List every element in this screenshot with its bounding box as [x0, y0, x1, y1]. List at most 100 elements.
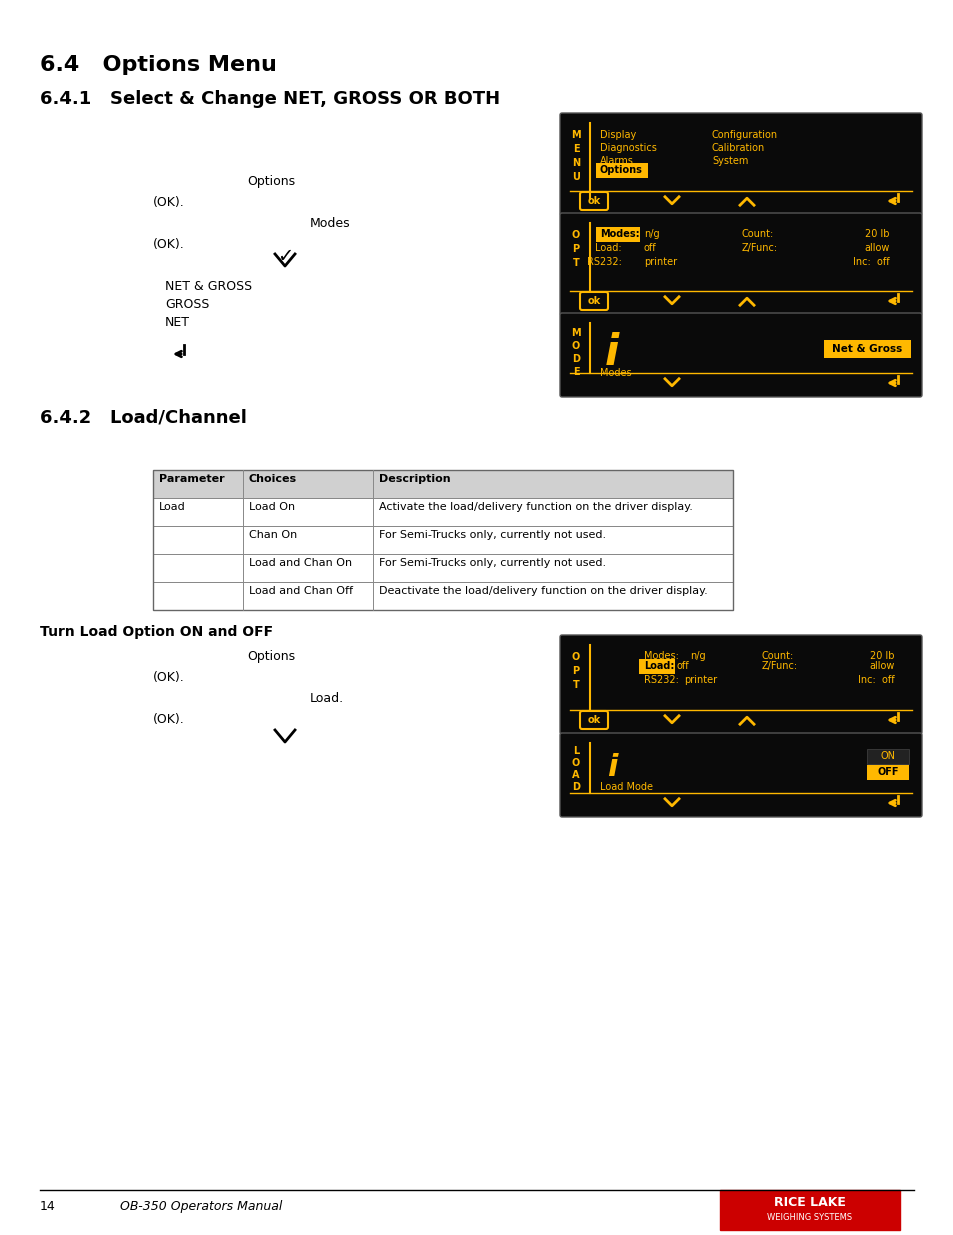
- Text: D: D: [572, 782, 579, 792]
- Text: Load.: Load.: [310, 692, 344, 705]
- Text: Modes: Modes: [310, 217, 351, 230]
- Text: O: O: [571, 758, 579, 768]
- Text: N: N: [572, 158, 579, 168]
- Text: Modes: Modes: [599, 368, 631, 378]
- Text: Modes:: Modes:: [643, 651, 679, 661]
- Text: L: L: [572, 746, 578, 756]
- Text: ok: ok: [587, 715, 600, 725]
- Text: Load On: Load On: [249, 501, 294, 513]
- Text: n/g: n/g: [643, 228, 659, 240]
- Text: NET & GROSS: NET & GROSS: [165, 280, 252, 293]
- Text: 6.4   Options Menu: 6.4 Options Menu: [40, 56, 276, 75]
- FancyBboxPatch shape: [866, 764, 908, 781]
- Text: P: P: [572, 245, 579, 254]
- Text: n/g: n/g: [689, 651, 705, 661]
- Text: Count:: Count:: [741, 228, 774, 240]
- Text: T: T: [572, 258, 578, 268]
- Text: Alarms: Alarms: [599, 156, 633, 165]
- Text: off: off: [643, 243, 656, 253]
- Text: 6.4.2   Load/Channel: 6.4.2 Load/Channel: [40, 408, 247, 426]
- Text: Inc:  off: Inc: off: [858, 676, 894, 685]
- Text: i: i: [604, 332, 618, 374]
- Text: O: O: [571, 652, 579, 662]
- Text: Choices: Choices: [249, 474, 296, 484]
- Text: Activate the load/delivery function on the driver display.: Activate the load/delivery function on t…: [378, 501, 692, 513]
- Text: Inc:  off: Inc: off: [853, 257, 889, 267]
- Bar: [152, 471, 732, 610]
- Text: Load Mode: Load Mode: [599, 782, 652, 792]
- Text: Load: Load: [159, 501, 186, 513]
- Text: Deactivate the load/delivery function on the driver display.: Deactivate the load/delivery function on…: [378, 585, 707, 597]
- Text: M: M: [571, 329, 580, 338]
- Text: O: O: [571, 230, 579, 240]
- Text: Z/Func:: Z/Func:: [741, 243, 778, 253]
- Text: printer: printer: [643, 257, 677, 267]
- Text: Description: Description: [378, 474, 450, 484]
- Text: Count:: Count:: [761, 651, 794, 661]
- FancyBboxPatch shape: [559, 112, 921, 215]
- Text: Load:: Load:: [595, 243, 621, 253]
- FancyBboxPatch shape: [823, 340, 910, 358]
- Text: Chan On: Chan On: [249, 530, 297, 540]
- Text: GROSS: GROSS: [165, 298, 209, 311]
- FancyBboxPatch shape: [559, 212, 921, 315]
- Text: 20 lb: 20 lb: [864, 228, 889, 240]
- Text: U: U: [572, 172, 579, 182]
- Text: Options: Options: [247, 650, 294, 663]
- Text: Load:: Load:: [643, 661, 674, 671]
- Text: 20 lb: 20 lb: [869, 651, 894, 661]
- FancyBboxPatch shape: [866, 748, 908, 764]
- Text: (OK).: (OK).: [152, 671, 185, 684]
- Text: 14: 14: [40, 1200, 55, 1213]
- Text: P: P: [572, 666, 579, 676]
- Text: RICE LAKE: RICE LAKE: [773, 1195, 845, 1209]
- Text: O: O: [571, 341, 579, 351]
- Text: Options: Options: [599, 165, 642, 175]
- Text: Net & Gross: Net & Gross: [831, 345, 902, 354]
- Bar: [152, 582, 732, 610]
- Text: ON: ON: [880, 751, 895, 761]
- Bar: [152, 555, 732, 582]
- Text: E: E: [572, 144, 578, 154]
- Text: D: D: [572, 354, 579, 364]
- Bar: [152, 498, 732, 526]
- Text: T: T: [572, 680, 578, 690]
- Text: ✓: ✓: [276, 247, 293, 266]
- Text: Parameter: Parameter: [159, 474, 224, 484]
- Text: Diagnostics: Diagnostics: [599, 143, 657, 153]
- Text: NET: NET: [165, 316, 190, 329]
- Text: Modes:: Modes:: [599, 228, 639, 240]
- Text: RS232:: RS232:: [586, 257, 621, 267]
- Text: M: M: [571, 130, 580, 140]
- Text: ok: ok: [587, 296, 600, 306]
- FancyBboxPatch shape: [639, 659, 675, 674]
- Text: Z/Func:: Z/Func:: [761, 661, 798, 671]
- Text: Configuration: Configuration: [711, 130, 778, 140]
- FancyBboxPatch shape: [559, 312, 921, 396]
- Text: i: i: [606, 752, 617, 782]
- Text: WEIGHING SYSTEMS: WEIGHING SYSTEMS: [766, 1214, 852, 1223]
- Text: OFF: OFF: [877, 767, 898, 777]
- Text: For Semi-Trucks only, currently not used.: For Semi-Trucks only, currently not used…: [378, 558, 605, 568]
- FancyBboxPatch shape: [596, 227, 639, 242]
- Text: Display: Display: [599, 130, 636, 140]
- FancyBboxPatch shape: [596, 163, 647, 178]
- Text: (OK).: (OK).: [152, 238, 185, 251]
- Text: Options: Options: [247, 175, 294, 188]
- FancyBboxPatch shape: [559, 734, 921, 818]
- Bar: [720, 1191, 899, 1230]
- Text: (OK).: (OK).: [152, 713, 185, 726]
- Bar: [152, 526, 732, 555]
- Text: Calibration: Calibration: [711, 143, 764, 153]
- Text: ok: ok: [587, 196, 600, 206]
- Text: Load and Chan Off: Load and Chan Off: [249, 585, 353, 597]
- Text: Turn Load Option ON and OFF: Turn Load Option ON and OFF: [40, 625, 273, 638]
- Text: Load and Chan On: Load and Chan On: [249, 558, 352, 568]
- Text: A: A: [572, 769, 579, 781]
- Text: For Semi-Trucks only, currently not used.: For Semi-Trucks only, currently not used…: [378, 530, 605, 540]
- Text: System: System: [711, 156, 747, 165]
- Text: (OK).: (OK).: [152, 196, 185, 209]
- Text: printer: printer: [683, 676, 717, 685]
- FancyBboxPatch shape: [559, 635, 921, 734]
- Text: allow: allow: [863, 243, 889, 253]
